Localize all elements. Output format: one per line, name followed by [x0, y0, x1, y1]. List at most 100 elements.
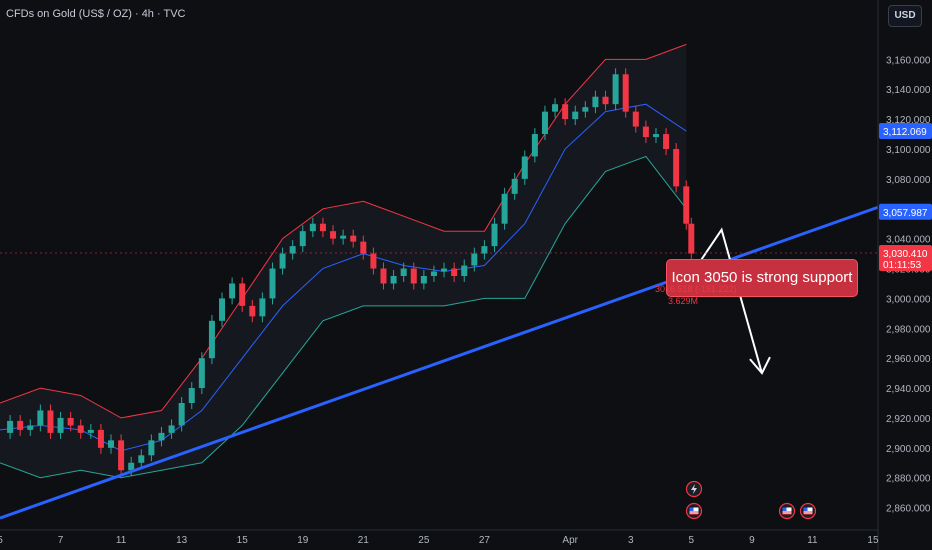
candle-body	[562, 104, 569, 120]
volume-label: 3.629M	[668, 296, 699, 306]
time-tick-label: 11	[116, 535, 127, 546]
candle-body	[37, 410, 44, 426]
price-tick-label: 3,140.000	[886, 85, 931, 96]
time-tick-label: 25	[418, 535, 430, 546]
candle-body	[239, 283, 246, 306]
candle-body	[430, 271, 437, 276]
candle-body	[642, 126, 649, 138]
candle-body	[592, 96, 599, 108]
flag-us-icon	[799, 502, 817, 520]
candle-body	[380, 268, 387, 284]
time-tick-label: 5	[689, 535, 695, 546]
candle-body	[249, 305, 256, 317]
candle-body	[188, 388, 195, 403]
candle-body	[350, 235, 357, 242]
price-tick-label: 3,120.000	[886, 115, 931, 126]
candle-body	[340, 235, 347, 239]
candle-body	[552, 104, 559, 112]
candle-body	[688, 223, 695, 254]
candle-body	[410, 268, 417, 284]
candle-body	[663, 134, 670, 149]
candle-body	[17, 420, 24, 430]
time-tick-label: 15	[237, 535, 249, 546]
candle-body	[279, 253, 286, 269]
candle-body	[198, 358, 205, 389]
candle-body	[158, 432, 165, 441]
chart-title: CFDs on Gold (US$ / OZ) · 4h · TVC	[6, 8, 186, 20]
time-tick-label: 7	[58, 535, 64, 546]
time-tick-label: 5	[0, 535, 3, 546]
candle-body	[441, 268, 448, 272]
price-marker-box	[879, 244, 932, 271]
candle-body	[652, 134, 659, 138]
candle-body	[148, 440, 155, 456]
price-tick-label: 2,860.000	[886, 504, 931, 515]
candle-body	[511, 178, 518, 194]
candle-body	[622, 74, 629, 112]
flag-us-icon	[778, 502, 796, 520]
price-tick-label: 3,160.000	[886, 55, 931, 66]
currency-button[interactable]: USD	[888, 5, 922, 27]
arrow-head	[749, 356, 771, 375]
candle-body	[612, 74, 619, 105]
candle-body	[319, 223, 326, 232]
price-tick-label: 2,880.000	[886, 474, 931, 485]
lightning-icon	[685, 480, 703, 498]
price-tick-label: 2,940.000	[886, 384, 931, 395]
candle-body	[541, 111, 548, 135]
candle-body	[27, 425, 34, 430]
countdown-label: 01:11:53	[883, 260, 922, 271]
price-marker-label: 3,112.069	[883, 127, 927, 138]
candle-body	[400, 268, 407, 276]
measure-label: 3016.518 (-151.222)	[655, 284, 737, 294]
candle-body	[168, 425, 175, 433]
time-tick-label: 13	[176, 535, 188, 546]
candle-body	[370, 253, 377, 269]
time-tick-label: 27	[479, 535, 491, 546]
candle-body	[208, 320, 215, 359]
price-tick-label: 2,900.000	[886, 444, 931, 455]
time-tick-label: 11	[807, 535, 818, 546]
support-callout: Icon 3050 is strong support	[666, 259, 858, 297]
candle-body	[67, 417, 74, 426]
candle-body	[521, 156, 528, 179]
candle-body	[57, 417, 64, 433]
time-tick-label: 21	[358, 535, 370, 546]
candle-body	[77, 425, 84, 433]
candle-body	[259, 298, 266, 317]
event-icons[interactable]	[685, 480, 817, 520]
price-marker-label: 3,030.410	[883, 249, 928, 260]
candle-body	[471, 253, 478, 266]
flag-us-icon	[685, 502, 703, 520]
bollinger-basis-line	[0, 103, 687, 452]
price-tick-label: 3,080.000	[886, 175, 931, 186]
price-tick-label: 3,100.000	[886, 145, 931, 156]
candle-body	[420, 276, 427, 284]
candle-body	[97, 429, 104, 448]
time-tick-label: 3	[628, 535, 634, 546]
price-marker-box	[879, 122, 932, 139]
candle-body	[309, 223, 316, 232]
time-tick-label: 9	[749, 535, 755, 546]
candle-body	[269, 268, 276, 299]
candle-body	[128, 462, 135, 471]
candle-body	[138, 455, 145, 463]
price-tick-label: 2,920.000	[886, 414, 931, 425]
candle-body	[481, 246, 488, 254]
candle-body	[47, 410, 54, 433]
time-axis[interactable]: 5 7 11 13 15 19 21 25 27 Apr 3 5 9 11 15	[0, 529, 879, 546]
candle-body	[572, 111, 579, 120]
candle-body	[461, 265, 468, 276]
price-marker-label: 3,057.987	[883, 208, 928, 219]
candle-body	[178, 403, 185, 426]
price-tick-label: 3,000.000	[886, 294, 931, 305]
candle-body	[360, 241, 367, 254]
bollinger-upper-line	[0, 43, 687, 419]
candle-body	[602, 96, 609, 105]
candle-body	[451, 268, 458, 276]
candle-body	[683, 186, 690, 224]
time-tick-label: Apr	[562, 535, 578, 546]
price-series	[7, 68, 695, 477]
price-marker-box	[879, 203, 932, 220]
